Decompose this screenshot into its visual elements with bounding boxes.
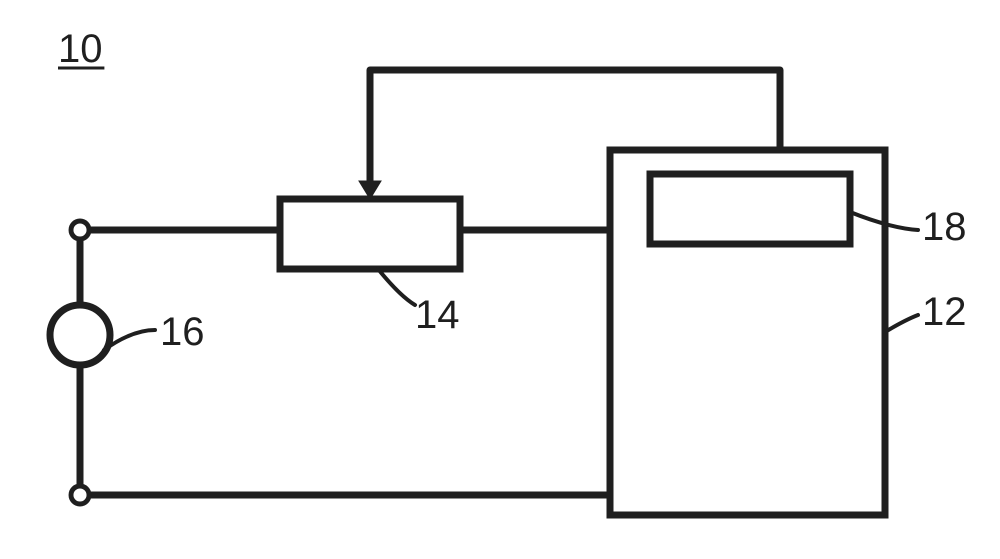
terminal-bottom (71, 486, 89, 504)
block-18 (650, 174, 850, 244)
label-10: 10 (58, 27, 103, 71)
label-12: 12 (922, 290, 967, 334)
lead12 (885, 315, 918, 332)
label-16: 16 (160, 310, 205, 354)
label-14: 14 (415, 293, 460, 337)
lead14 (378, 269, 415, 305)
block-14 (280, 199, 460, 269)
label-18: 18 (922, 205, 967, 249)
node-16 (50, 305, 110, 365)
terminal-top (71, 221, 89, 239)
